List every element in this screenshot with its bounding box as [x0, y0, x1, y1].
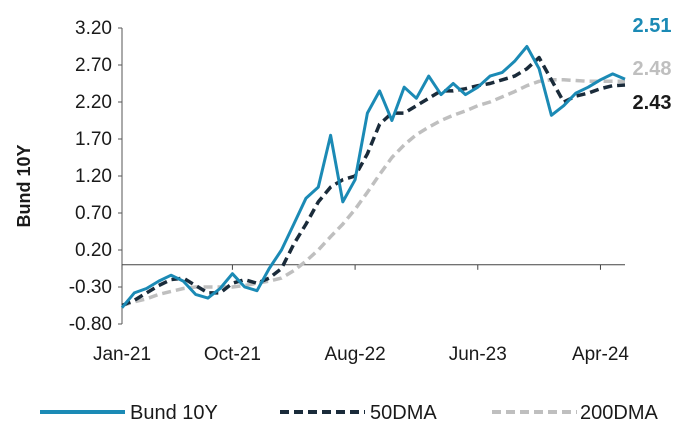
y-tick-label: 3.20 [75, 18, 112, 39]
end-value-label: 2.43 [633, 92, 672, 114]
end-labels-layer: 2.51 2.43 2.48 [633, 15, 672, 114]
x-tick-label: Apr-24 [572, 344, 629, 365]
legend-label: 50DMA [370, 402, 437, 424]
end-value-label: 2.51 [633, 15, 672, 37]
x-tick-label: Oct-21 [204, 344, 261, 365]
y-axis-title: Bund 10Y [14, 144, 34, 227]
series-line-bund-10y [122, 47, 625, 308]
legend-label: Bund 10Y [130, 402, 218, 424]
y-tick-label: 0.20 [75, 240, 112, 261]
y-tick-label: 2.70 [75, 55, 112, 76]
legend: Bund 10Y 50DMA 200DMA [40, 402, 658, 424]
y-tick-label: 1.70 [75, 129, 112, 150]
x-tick-label: Jan-21 [93, 344, 151, 365]
axes-layer: 3.20 2.70 2.20 1.70 1.20 0.70 0.20 -0.30 -0.80 Ja… [14, 18, 629, 365]
legend-label: 200DMA [580, 402, 658, 424]
series-layer [122, 47, 625, 308]
y-tick-label: 0.70 [75, 203, 112, 224]
y-tick-label: 2.20 [75, 92, 112, 113]
x-tick-label: Aug-22 [324, 344, 385, 365]
end-value-label: 2.48 [633, 58, 672, 80]
y-tick-label: -0.30 [69, 277, 112, 298]
y-tick-label: -0.80 [69, 314, 112, 335]
x-tick-label: Jun-23 [449, 344, 507, 365]
y-tick-label: 1.20 [75, 166, 112, 187]
